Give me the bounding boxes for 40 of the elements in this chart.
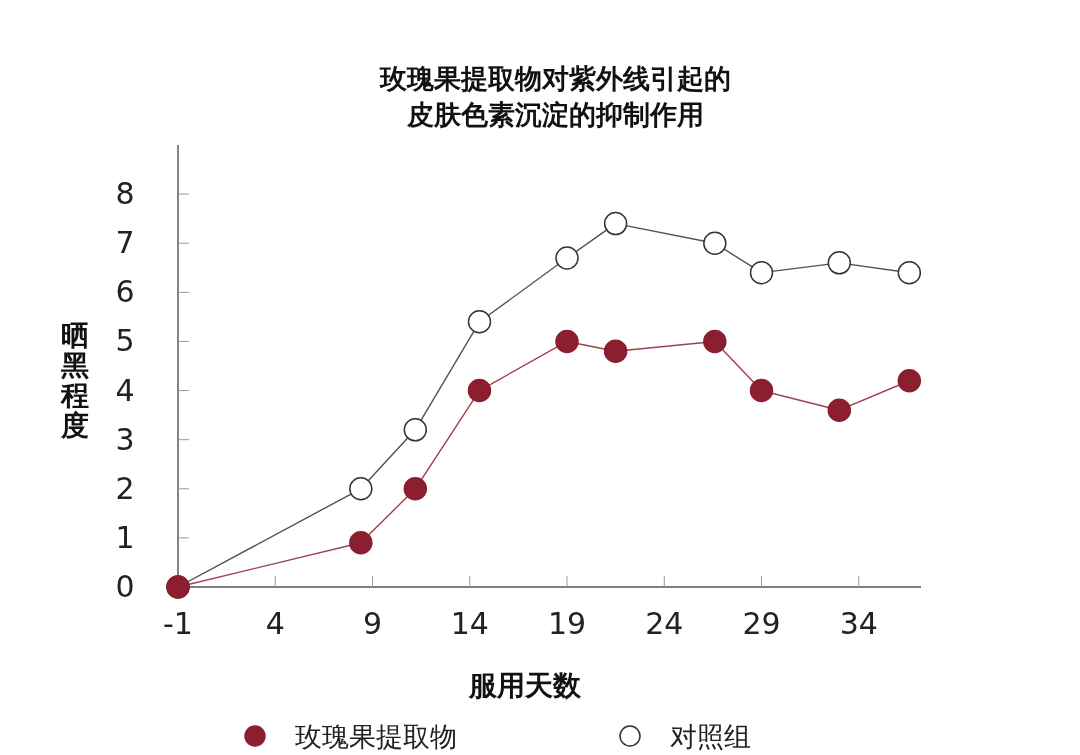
y-tick-label: 6 bbox=[115, 274, 135, 310]
y-axis-title: 晒黑程度 bbox=[60, 319, 89, 442]
y-tick-label: 3 bbox=[115, 421, 135, 457]
x-axis-title: 服用天数 bbox=[468, 669, 582, 702]
y-tick-label: 8 bbox=[115, 176, 135, 212]
y-tick-label: 5 bbox=[115, 323, 135, 359]
point bbox=[703, 329, 727, 354]
x-tick-label: 4 bbox=[265, 606, 285, 641]
y-tick-label: 1 bbox=[115, 519, 135, 555]
y-tick-label: 7 bbox=[115, 225, 135, 261]
point bbox=[703, 231, 727, 255]
y-tick-label: 0 bbox=[115, 569, 135, 604]
point bbox=[897, 260, 922, 285]
y-tick-label: 2 bbox=[115, 470, 135, 506]
legend-label: 对照组 bbox=[670, 721, 751, 752]
point bbox=[403, 477, 428, 501]
legend-label: 玫瑰果提取物 bbox=[295, 721, 457, 752]
point bbox=[467, 310, 492, 334]
point bbox=[555, 246, 579, 270]
point bbox=[467, 378, 492, 403]
point bbox=[897, 368, 922, 393]
chart-title: 玫瑰果提取物对紫外线引起的皮肤色素沉淀的抑制作用 bbox=[378, 63, 731, 130]
point bbox=[827, 251, 852, 275]
x-tick-label: 29 bbox=[742, 606, 781, 641]
x-tick-label: 9 bbox=[362, 606, 383, 641]
point bbox=[555, 329, 579, 354]
x-tick-label: 19 bbox=[547, 606, 587, 641]
x-tick-label: -1 bbox=[163, 606, 193, 641]
x-tick-label: 24 bbox=[645, 606, 684, 641]
point bbox=[749, 260, 774, 285]
x-tick-label: 34 bbox=[839, 606, 878, 641]
point bbox=[349, 477, 373, 501]
point bbox=[603, 339, 628, 364]
point bbox=[827, 398, 852, 422]
y-tick-label: 4 bbox=[115, 372, 135, 408]
x-tick-label: 14 bbox=[450, 606, 489, 641]
point bbox=[603, 211, 628, 236]
point bbox=[749, 378, 774, 403]
point bbox=[403, 418, 428, 442]
point bbox=[349, 531, 373, 555]
